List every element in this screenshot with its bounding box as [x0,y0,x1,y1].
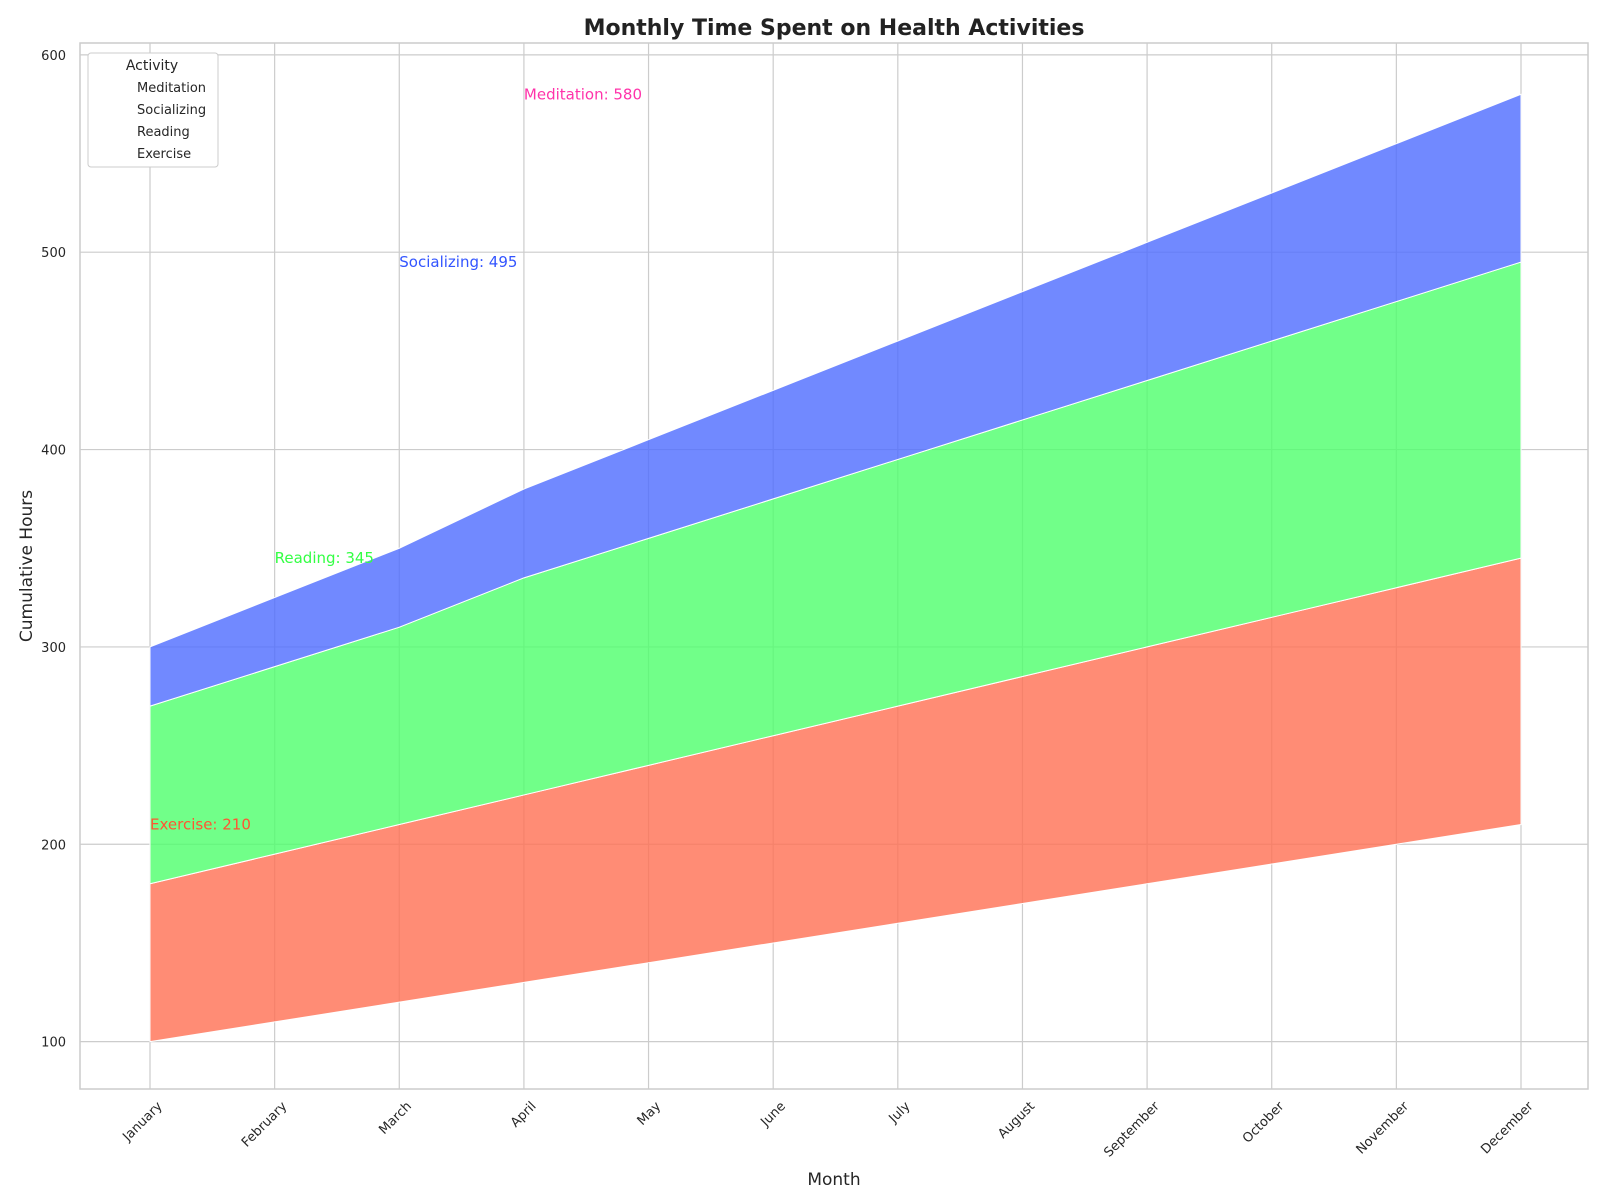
x-tick-label: September [1101,1099,1163,1161]
legend-entry: Reading [137,125,190,140]
x-tick-label: August [995,1099,1038,1142]
legend-title: Activity [126,58,178,74]
stacked-areas [149,93,1522,1043]
plot-frame [79,42,1589,1090]
y-tick-labels: 100 200 300 400 500 600 [41,49,66,1051]
annotation-label: Exercise: 210 [150,816,251,834]
legend-entry: Socializing [137,103,206,118]
y-tick-label: 600 [41,49,66,64]
legend-entry: Meditation [137,81,206,96]
x-tick-label: December [1478,1099,1537,1158]
chart-title: Monthly Time Spent on Health Activities [584,16,1085,41]
y-tick-label: 200 [41,838,66,853]
y-axis-label: Cumulative Hours [17,490,37,642]
y-tick-label: 500 [41,246,66,261]
x-tick-label: November [1354,1099,1413,1158]
x-tick-label: March [376,1099,415,1138]
area-socializing [149,93,1522,707]
legend-box [87,52,219,168]
x-axis-label: Month [807,1170,860,1190]
annotation-label: Reading: 345 [275,549,374,567]
y-tick-label: 100 [41,1036,66,1051]
x-tick-label: July [886,1099,914,1127]
legend: Activity Meditation Socializing Reading … [87,52,219,168]
annotation-label: Socializing: 495 [399,253,517,271]
annotation-label: Meditation: 580 [524,85,642,103]
y-tick-label: 300 [41,641,66,656]
annotations: Exercise: 210 Reading: 345 Socializing: 49… [150,85,642,833]
x-tick-label: February [239,1099,291,1151]
legend-entry: Exercise [137,147,191,162]
x-tick-label: April [508,1099,540,1131]
x-tick-label: May [635,1099,665,1129]
x-tick-label: October [1240,1099,1288,1147]
y-tick-label: 400 [41,444,66,459]
x-tick-label: January [119,1099,165,1145]
x-tick-label: June [758,1099,789,1130]
x-tick-labels: January February March April May June July Augu… [119,1099,1537,1161]
